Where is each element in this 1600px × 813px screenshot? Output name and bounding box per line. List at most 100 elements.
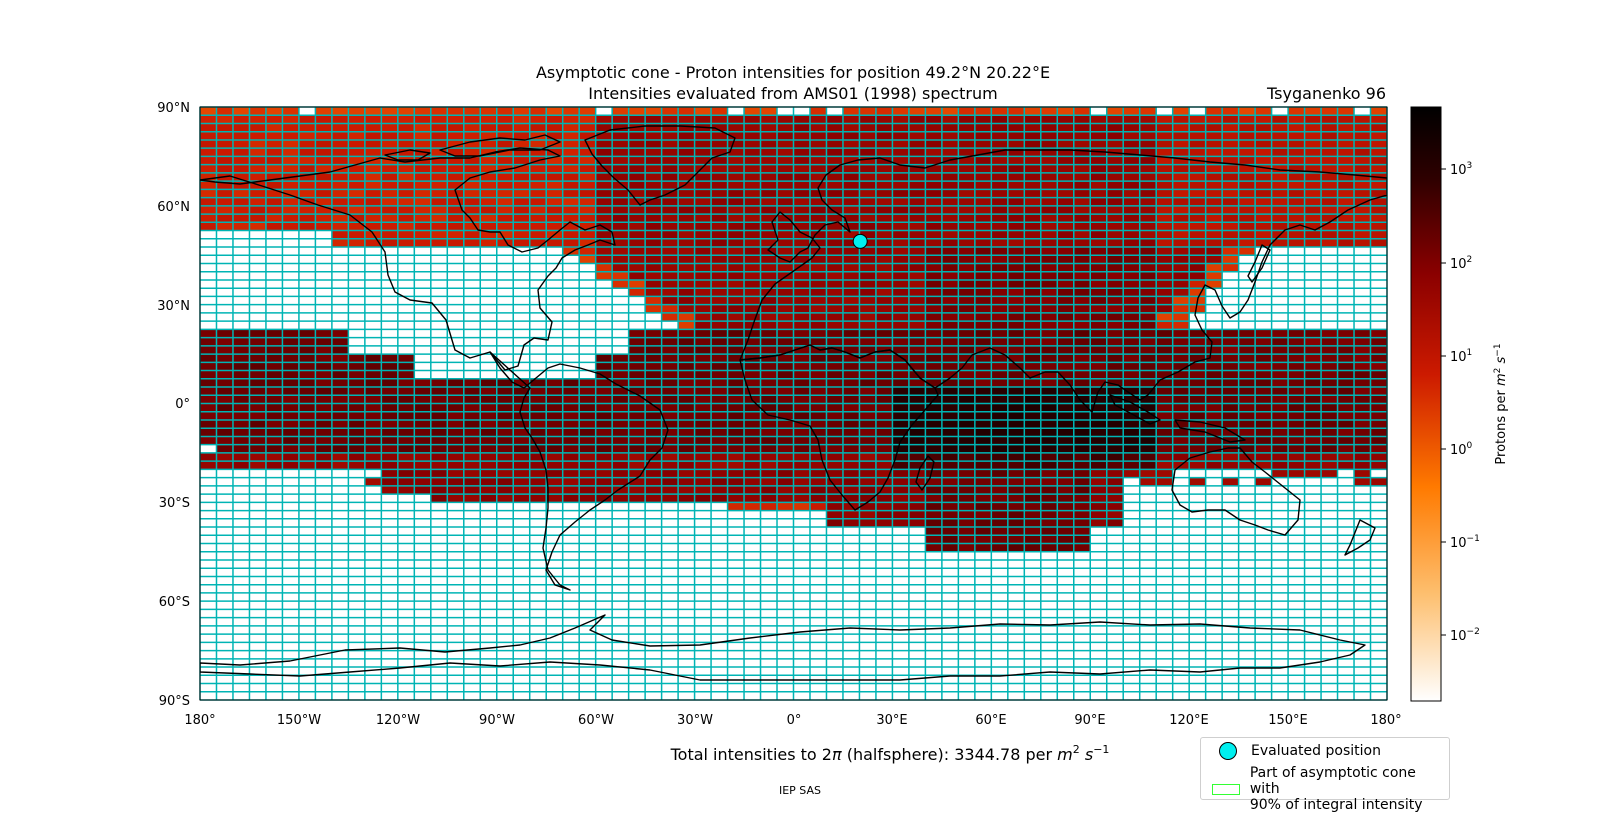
intensity-cell xyxy=(595,395,613,404)
intensity-cell xyxy=(298,164,316,174)
empty-cell xyxy=(315,617,333,627)
empty-cell xyxy=(744,617,761,627)
intensity-cell xyxy=(892,263,910,273)
intensity-cell xyxy=(1007,436,1025,445)
intensity-cell xyxy=(958,436,976,445)
empty-cell xyxy=(1370,247,1388,256)
intensity-cell xyxy=(282,181,300,190)
intensity-cell xyxy=(826,452,844,462)
intensity-cell xyxy=(579,469,596,478)
intensity-cell xyxy=(727,461,745,470)
intensity-cell xyxy=(826,403,844,413)
intensity-cell xyxy=(496,156,514,165)
intensity-cell xyxy=(496,181,514,190)
intensity-cell xyxy=(1007,312,1025,322)
empty-cell xyxy=(529,617,547,627)
intensity-cell xyxy=(1139,354,1157,363)
empty-cell xyxy=(249,469,267,478)
intensity-cell xyxy=(364,172,382,182)
intensity-cell xyxy=(1354,230,1371,240)
intensity-cell xyxy=(645,222,662,231)
empty-cell xyxy=(579,527,596,536)
intensity-cell xyxy=(777,197,794,207)
empty-cell xyxy=(348,477,366,487)
empty-cell xyxy=(249,551,267,561)
intensity-cell xyxy=(595,230,613,240)
intensity-cell xyxy=(678,329,695,338)
empty-cell xyxy=(1222,625,1239,635)
intensity-cell xyxy=(1354,354,1371,363)
intensity-cell xyxy=(529,387,547,396)
intensity-cell xyxy=(678,485,695,495)
intensity-cell xyxy=(1271,148,1289,157)
intensity-cell xyxy=(364,197,382,207)
empty-cell xyxy=(216,535,234,544)
intensity-cell xyxy=(529,172,547,182)
empty-cell xyxy=(216,650,234,660)
empty-cell xyxy=(381,312,399,322)
empty-cell xyxy=(381,255,399,264)
intensity-cell xyxy=(1172,370,1190,380)
intensity-cell xyxy=(1288,230,1305,240)
intensity-cell xyxy=(694,279,712,289)
intensity-cell xyxy=(842,304,860,314)
intensity-cell xyxy=(232,403,250,413)
intensity-cell xyxy=(1007,214,1025,223)
intensity-cell xyxy=(513,238,531,248)
empty-cell xyxy=(694,518,712,528)
empty-cell xyxy=(1271,304,1289,314)
empty-cell xyxy=(480,592,498,602)
empty-cell xyxy=(480,337,498,347)
intensity-cell xyxy=(727,411,745,421)
intensity-cell xyxy=(826,263,844,273)
intensity-cell xyxy=(480,222,498,231)
intensity-cell xyxy=(1189,452,1206,462)
intensity-cell xyxy=(628,378,646,388)
intensity-cell xyxy=(249,419,267,429)
intensity-cell xyxy=(1370,156,1388,165)
empty-cell xyxy=(661,576,679,585)
intensity-cell xyxy=(216,387,234,396)
empty-cell xyxy=(249,584,267,594)
intensity-cell xyxy=(381,197,399,207)
empty-cell xyxy=(397,263,415,273)
intensity-cell xyxy=(381,123,399,133)
intensity-cell xyxy=(1321,428,1338,437)
intensity-cell xyxy=(1255,172,1272,182)
intensity-cell xyxy=(216,107,234,116)
empty-cell xyxy=(265,527,283,536)
intensity-cell xyxy=(1337,123,1355,133)
empty-cell xyxy=(331,518,349,528)
intensity-cell xyxy=(1238,115,1256,124)
empty-cell xyxy=(1271,288,1289,297)
empty-cell xyxy=(447,535,465,544)
empty-cell xyxy=(348,312,366,322)
intensity-cell xyxy=(1106,296,1124,305)
empty-cell xyxy=(249,263,267,273)
intensity-cell xyxy=(744,419,761,429)
empty-cell xyxy=(727,559,745,569)
intensity-cell xyxy=(595,255,613,264)
intensity-cell xyxy=(348,362,366,371)
intensity-cell xyxy=(1123,263,1141,273)
intensity-cell xyxy=(1057,107,1075,116)
intensity-cell xyxy=(595,494,613,503)
empty-cell xyxy=(216,609,234,618)
intensity-cell xyxy=(1205,403,1223,413)
intensity-cell xyxy=(480,395,498,404)
intensity-cell xyxy=(1073,461,1091,470)
empty-cell xyxy=(562,592,580,602)
intensity-cell xyxy=(315,378,333,388)
intensity-cell xyxy=(1090,428,1108,437)
empty-cell xyxy=(546,329,563,338)
empty-cell xyxy=(496,321,514,330)
intensity-cell xyxy=(760,172,778,182)
intensity-cell xyxy=(546,107,563,116)
intensity-cell xyxy=(678,214,695,223)
intensity-cell xyxy=(760,337,778,347)
empty-cell xyxy=(595,345,613,355)
intensity-cell xyxy=(1205,263,1223,273)
intensity-cell xyxy=(282,345,300,355)
empty-cell xyxy=(694,592,712,602)
intensity-cell xyxy=(331,189,349,198)
